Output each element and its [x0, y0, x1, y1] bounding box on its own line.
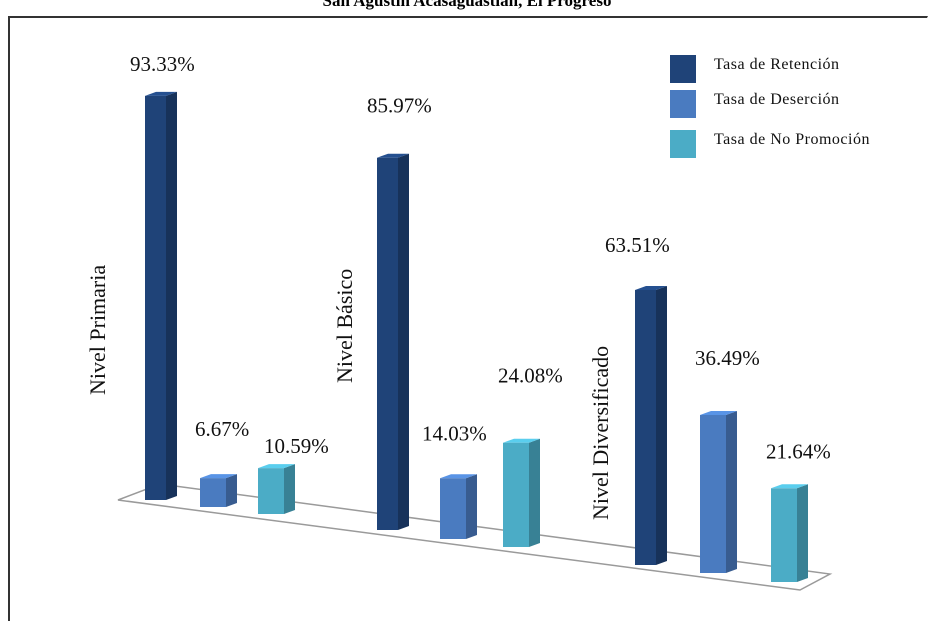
- data-label: 63.51%: [605, 233, 670, 257]
- bar-top: [258, 464, 295, 469]
- bar-top: [200, 474, 237, 479]
- bar-side: [226, 474, 237, 507]
- category-label: Nivel Diversificado: [588, 346, 613, 520]
- data-label: 36.49%: [695, 346, 760, 370]
- bar: [700, 414, 726, 573]
- legend-label: Tasa de Deserción: [714, 91, 840, 108]
- bar: [771, 488, 797, 582]
- bar-top: [145, 91, 177, 96]
- legend-swatch: [670, 55, 696, 83]
- bar-side: [166, 91, 177, 500]
- bar: [635, 290, 656, 565]
- data-label: 24.08%: [498, 364, 563, 388]
- bar: [377, 157, 398, 531]
- bar-top: [771, 484, 808, 489]
- bar-side: [466, 474, 477, 539]
- data-label: 10.59%: [264, 434, 329, 458]
- data-label: 85.97%: [367, 94, 432, 118]
- legend-label: Tasa de Retención: [714, 56, 840, 73]
- chart-title: San Agustín Acasaguastlán, El Progreso: [322, 0, 612, 10]
- bar: [258, 468, 284, 514]
- bar: [503, 442, 529, 547]
- bar-side: [398, 153, 409, 531]
- bar-side: [529, 438, 540, 547]
- bar-top: [440, 474, 477, 479]
- legend-swatch: [670, 130, 696, 158]
- bar-top: [700, 410, 737, 415]
- bar-side: [797, 484, 808, 582]
- data-label: 6.67%: [195, 417, 249, 441]
- data-label: 14.03%: [422, 421, 487, 445]
- bar-top: [377, 153, 409, 158]
- bar: [200, 478, 226, 507]
- category-label: Nivel Básico: [332, 269, 357, 383]
- category-label: Nivel Primaria: [85, 265, 110, 395]
- legend-swatch: [670, 90, 696, 118]
- bar-side: [284, 464, 295, 514]
- bar: [145, 95, 166, 500]
- chart-frame: [8, 16, 928, 621]
- bar-top: [635, 286, 667, 291]
- bar: [440, 478, 466, 539]
- bar-side: [656, 286, 667, 565]
- data-label: 93.33%: [130, 52, 195, 76]
- legend-label: Tasa de No Promoción: [714, 131, 870, 148]
- data-label: 21.64%: [766, 439, 831, 463]
- bar-top: [503, 438, 540, 443]
- bar-side: [726, 410, 737, 573]
